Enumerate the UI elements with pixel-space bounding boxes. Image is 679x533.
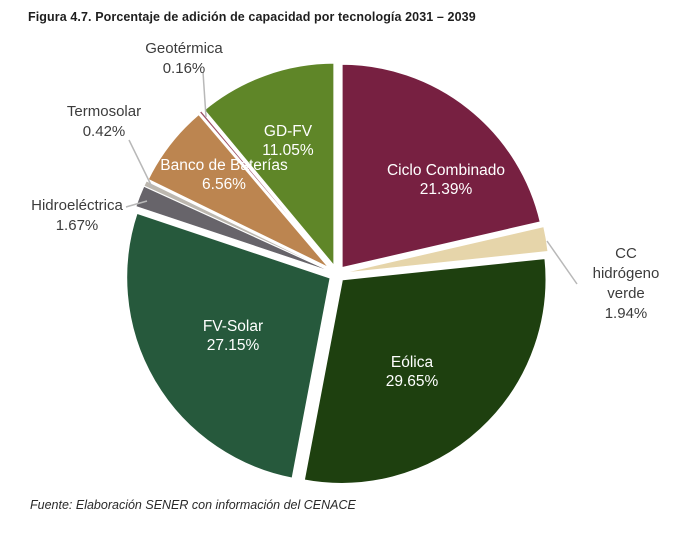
leader-line-hidroelectrica	[125, 200, 148, 208]
slice-name: CC hidrógeno verde	[592, 245, 660, 302]
slice-label-ciclo-combinado: Ciclo Combinado 21.39%	[387, 161, 505, 199]
slice-label-gd-fv: GD-FV 11.05%	[262, 122, 313, 160]
pie-slice-termosolar	[143, 180, 332, 272]
slice-name: Hidroeléctrica	[31, 197, 123, 214]
pie-slice-hidroelectrica	[135, 186, 331, 272]
pie-slice-gd-fv	[202, 61, 336, 269]
callout-geotermica: Geotérmica 0.16%	[124, 39, 244, 79]
pie-slice-geotermica	[199, 110, 333, 269]
slice-label-fv-solar: FV-Solar 27.15%	[203, 317, 263, 355]
slice-name: Eólica	[390, 354, 434, 371]
slice-label-eolica: Eólica 29.65%	[386, 353, 439, 391]
callout-cc-hidrogeno-verde: CC hidrógeno verde 1.94%	[590, 244, 662, 324]
slice-pct: 0.16%	[162, 60, 206, 77]
pie-slice-fv-solar	[124, 211, 333, 481]
slice-pct: 1.67%	[55, 217, 99, 234]
slice-name: Banco de Baterías	[160, 157, 288, 174]
callout-hidroelectrica: Hidroeléctrica 1.67%	[12, 196, 142, 236]
callout-termosolar: Termosolar 0.42%	[44, 102, 164, 142]
slice-name: GD-FV	[263, 123, 313, 140]
slice-pct: 21.39%	[419, 181, 473, 198]
slice-pct: 11.05%	[262, 142, 314, 159]
pie-slice-banco-de-baterias	[146, 112, 333, 271]
slice-name: Ciclo Combinado	[386, 162, 506, 179]
pie-slices	[124, 61, 549, 486]
pie-slice-cc-hidrogeno-verde	[343, 226, 549, 274]
slice-name: Termosolar	[66, 103, 142, 120]
pie-slice-eolica	[302, 256, 548, 486]
leader-line-geotermica	[202, 71, 207, 118]
figure-title: Figura 4.7. Porcentaje de adición de cap…	[28, 10, 476, 24]
source-note: Fuente: Elaboración SENER con informació…	[30, 498, 356, 512]
leader-line-cc-hidrogeno-verde	[546, 240, 578, 285]
leader-lines	[125, 71, 578, 285]
slice-pct: 6.56%	[202, 176, 246, 193]
slice-pct: 1.94%	[604, 305, 648, 322]
leader-line-termosolar	[128, 139, 153, 188]
slice-name: Geotérmica	[145, 40, 223, 57]
slice-label-banco-de-baterias: Banco de Baterías 6.56%	[160, 156, 288, 194]
slice-pct: 29.65%	[385, 373, 439, 390]
slice-name: FV-Solar	[202, 318, 264, 335]
slice-pct: 27.15%	[206, 337, 260, 354]
pie-slice-ciclo-combinado	[340, 62, 543, 270]
slice-pct: 0.42%	[82, 123, 126, 140]
